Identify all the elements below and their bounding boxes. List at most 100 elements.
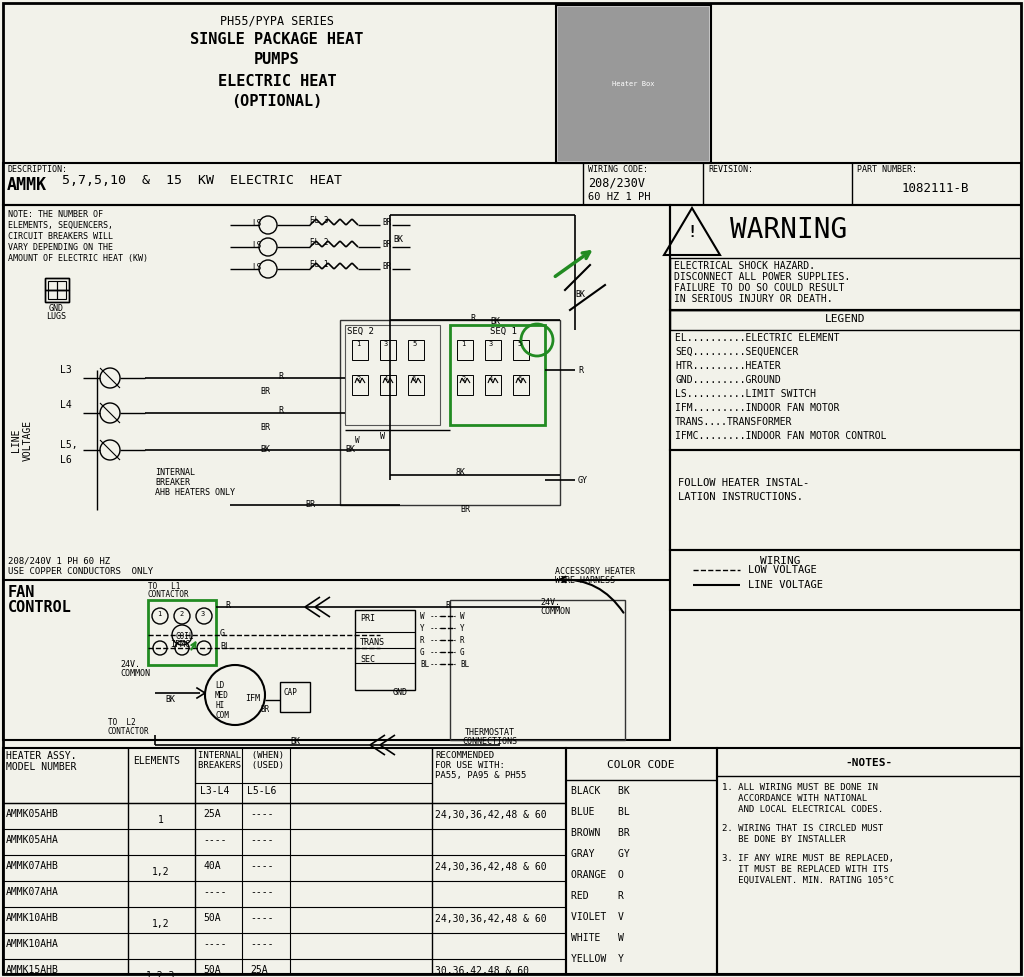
Text: DESCRIPTION:: DESCRIPTION: <box>7 165 67 174</box>
Text: 50A: 50A <box>203 913 220 923</box>
Text: EL..........ELECTRIC ELEMENT: EL..........ELECTRIC ELEMENT <box>675 333 840 343</box>
Text: EL 2: EL 2 <box>310 238 329 247</box>
Text: BREAKERS  (USED): BREAKERS (USED) <box>198 761 284 770</box>
Text: BK: BK <box>575 290 585 299</box>
Text: GND: GND <box>393 688 408 697</box>
Text: R: R <box>225 601 230 610</box>
Text: ----: ---- <box>250 861 273 871</box>
Text: 1: 1 <box>158 815 164 825</box>
Text: 5: 5 <box>412 341 416 347</box>
Text: 2: 2 <box>179 611 183 617</box>
Text: 24V.: 24V. <box>120 660 140 669</box>
Text: 40A: 40A <box>203 861 220 871</box>
Text: L5,: L5, <box>60 440 78 450</box>
Text: PUMPS: PUMPS <box>254 52 300 67</box>
Text: 24V.: 24V. <box>540 598 560 607</box>
Text: LD: LD <box>215 681 224 690</box>
Text: BK: BK <box>290 737 300 746</box>
Text: LOW VOLTAGE: LOW VOLTAGE <box>748 565 817 575</box>
Bar <box>670 550 1021 610</box>
Text: ----: ---- <box>250 809 273 819</box>
Text: 24,30,36,42,48 & 60: 24,30,36,42,48 & 60 <box>435 914 547 924</box>
Text: LUGS: LUGS <box>46 312 66 321</box>
Text: SINGLE PACKAGE HEAT: SINGLE PACKAGE HEAT <box>190 32 364 47</box>
Bar <box>450 325 545 425</box>
Text: 208/240V 1 PH 60 HZ: 208/240V 1 PH 60 HZ <box>8 556 111 565</box>
Text: IN SERIOUS INJURY OR DEATH.: IN SERIOUS INJURY OR DEATH. <box>674 294 833 304</box>
Text: G: G <box>420 648 425 657</box>
Bar <box>485 340 501 360</box>
Text: ----: ---- <box>250 835 273 845</box>
Bar <box>457 340 473 360</box>
Bar <box>670 310 1021 450</box>
Text: VARY DEPENDING ON THE: VARY DEPENDING ON THE <box>8 243 113 252</box>
Text: YELLOW  Y: YELLOW Y <box>571 954 624 964</box>
Text: CONTROL: CONTROL <box>8 600 72 615</box>
Text: CAP: CAP <box>284 688 298 697</box>
Text: BR: BR <box>260 705 269 714</box>
Text: 3. IF ANY WIRE MUST BE REPLACED,: 3. IF ANY WIRE MUST BE REPLACED, <box>722 854 894 863</box>
Text: LEGEND: LEGEND <box>824 314 865 324</box>
Text: ACCESSORY HEATER: ACCESSORY HEATER <box>555 567 635 576</box>
Text: IT MUST BE REPLACED WITH ITS: IT MUST BE REPLACED WITH ITS <box>722 865 889 874</box>
Bar <box>670 258 1021 310</box>
Text: GY: GY <box>578 476 588 485</box>
Bar <box>408 340 424 360</box>
Text: TRANS: TRANS <box>360 638 385 647</box>
Text: SEC: SEC <box>360 655 375 664</box>
Text: COMMON: COMMON <box>540 607 570 616</box>
Bar <box>57 281 66 290</box>
Text: AMMK05AHB: AMMK05AHB <box>6 809 58 819</box>
Text: AMMK10AHA: AMMK10AHA <box>6 939 58 949</box>
Text: PRI: PRI <box>360 614 375 623</box>
Bar <box>450 600 625 740</box>
Text: LS..........LIMIT SWITCH: LS..........LIMIT SWITCH <box>675 389 816 399</box>
Bar <box>457 375 473 395</box>
Text: WARNING: WARNING <box>730 216 847 244</box>
Text: BLACK   BK: BLACK BK <box>571 786 630 796</box>
Text: SEQ.........SEQUENCER: SEQ.........SEQUENCER <box>675 347 799 357</box>
Bar <box>45 278 69 290</box>
Text: WHITE   W: WHITE W <box>571 933 624 943</box>
Text: WIRING CODE:: WIRING CODE: <box>588 165 648 174</box>
Bar <box>670 310 1021 330</box>
Text: ------: ------ <box>430 660 458 669</box>
Text: HEATER ASSY.: HEATER ASSY. <box>6 751 77 761</box>
Text: 3: 3 <box>201 611 205 617</box>
Text: CONTACTOR: CONTACTOR <box>148 590 189 599</box>
Text: 1. ALL WIRING MUST BE DONE IN: 1. ALL WIRING MUST BE DONE IN <box>722 783 878 792</box>
Text: BR: BR <box>305 500 315 509</box>
Text: ACCORDANCE WITH NATIONAL: ACCORDANCE WITH NATIONAL <box>722 794 867 803</box>
Text: L6: L6 <box>60 455 72 465</box>
Bar <box>670 205 1021 310</box>
Text: INTERNAL: INTERNAL <box>155 468 195 477</box>
Bar <box>340 320 560 505</box>
Text: 2: 2 <box>461 376 465 382</box>
Text: REVISION:: REVISION: <box>708 165 753 174</box>
Text: G: G <box>460 648 465 657</box>
Text: 4: 4 <box>384 376 388 382</box>
Text: PH55/PYPA SERIES: PH55/PYPA SERIES <box>220 14 334 27</box>
Text: IFM: IFM <box>245 694 260 703</box>
Text: ORANGE  O: ORANGE O <box>571 870 624 880</box>
Text: 5,7,5,10  &  15  KW  ELECTRIC  HEAT: 5,7,5,10 & 15 KW ELECTRIC HEAT <box>62 174 342 187</box>
Text: BROWN   BR: BROWN BR <box>571 828 630 838</box>
Text: HI: HI <box>215 701 224 710</box>
Text: L3-L4: L3-L4 <box>200 786 229 796</box>
Text: CIRCUIT BREAKERS WILL: CIRCUIT BREAKERS WILL <box>8 232 113 241</box>
Text: BR: BR <box>382 218 391 227</box>
Text: BL: BL <box>220 642 230 651</box>
Text: AMMK05AHA: AMMK05AHA <box>6 835 58 845</box>
Text: 1,2: 1,2 <box>153 867 170 877</box>
Text: IFMC........INDOOR FAN MOTOR CONTROL: IFMC........INDOOR FAN MOTOR CONTROL <box>675 431 887 441</box>
Text: R: R <box>278 406 283 415</box>
Text: BLUE    BL: BLUE BL <box>571 807 630 817</box>
Bar <box>408 375 424 395</box>
Text: BK: BK <box>260 445 270 454</box>
Text: 50A: 50A <box>203 965 220 975</box>
Text: USE COPPER CONDUCTORS  ONLY: USE COPPER CONDUCTORS ONLY <box>8 567 154 576</box>
Text: 1: 1 <box>157 611 161 617</box>
Text: FAN: FAN <box>8 585 36 600</box>
Text: PART NUMBER:: PART NUMBER: <box>857 165 918 174</box>
Text: TO  L2: TO L2 <box>108 718 136 727</box>
